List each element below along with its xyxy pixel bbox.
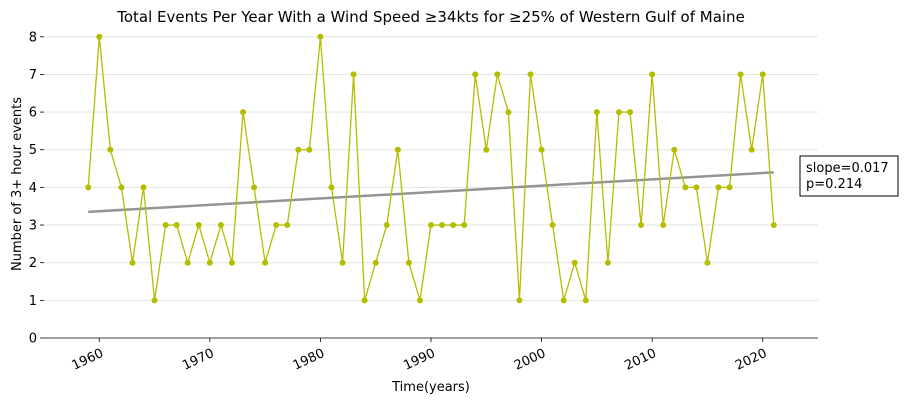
data-point: [615, 109, 622, 116]
data-point: [505, 109, 512, 116]
y-tick-label: 1: [29, 294, 37, 309]
y-axis-ticks: 0 1 2 3 4 5 6 7 8: [29, 30, 44, 347]
data-point: [726, 184, 733, 191]
y-tick-label: 3: [29, 219, 37, 234]
annotation-box: [799, 155, 899, 197]
data-point: [649, 71, 656, 78]
data-point: [195, 222, 202, 229]
data-point: [328, 184, 335, 191]
y-tick-label: 7: [29, 68, 37, 83]
data-point: [217, 222, 224, 229]
series-group: [85, 33, 777, 304]
data-point: [483, 146, 490, 153]
data-point: [184, 259, 191, 266]
data-point: [306, 146, 313, 153]
data-point: [428, 222, 434, 229]
data-point: [162, 222, 169, 229]
x-axis-label: Time(years): [391, 380, 470, 395]
y-tick-label: 6: [29, 106, 37, 121]
data-point: [748, 146, 755, 153]
x-tick-label: 1980: [291, 346, 327, 374]
data-point: [96, 33, 103, 40]
data-point: [582, 297, 589, 304]
y-tick-label: 2: [29, 256, 37, 271]
data-point: [560, 297, 567, 304]
data-point: [627, 109, 634, 116]
data-point: [439, 222, 446, 229]
data-point: [416, 297, 423, 304]
data-point: [693, 184, 700, 191]
data-point: [516, 297, 523, 304]
data-point: [350, 71, 357, 78]
x-tick-label: 1990: [401, 346, 437, 374]
y-tick-label: 8: [29, 30, 37, 45]
data-point: [759, 71, 766, 78]
data-point: [372, 259, 379, 266]
data-point: [273, 222, 280, 229]
trend-line: [88, 171, 774, 214]
data-point: [494, 71, 501, 78]
data-point: [704, 259, 711, 266]
data-point: [660, 222, 667, 229]
data-point: [737, 71, 744, 78]
data-point: [361, 297, 368, 304]
x-tick-label: 1970: [180, 346, 216, 374]
data-point: [461, 222, 468, 229]
y-tick-label: 0: [29, 332, 37, 347]
data-point: [383, 222, 390, 229]
annotation-slope: slope=0.017: [806, 161, 889, 176]
data-point: [450, 222, 457, 229]
x-tick-label: 2010: [623, 346, 659, 374]
x-tick-label: 1960: [70, 346, 106, 374]
data-point: [538, 146, 545, 153]
data-point: [593, 109, 600, 116]
data-point: [228, 259, 235, 266]
data-point: [206, 259, 213, 266]
data-point: [394, 146, 401, 153]
data-point: [604, 259, 611, 266]
x-tick-label: 2020: [733, 346, 769, 374]
x-tick-label: 2000: [512, 346, 548, 374]
data-point: [671, 146, 678, 153]
data-point: [262, 259, 269, 266]
data-point: [317, 33, 324, 40]
trend-line-group: [88, 171, 774, 214]
data-point: [251, 184, 258, 191]
data-point: [118, 184, 125, 191]
y-tick-label: 4: [29, 181, 37, 196]
data-point: [173, 222, 180, 229]
series-line: [87, 36, 775, 301]
annotation-p-value: p=0.214: [806, 177, 862, 192]
data-point: [151, 297, 158, 304]
data-point: [339, 259, 346, 266]
data-point: [240, 109, 247, 116]
data-point: [405, 259, 412, 266]
data-point: [129, 259, 136, 266]
data-point: [472, 71, 479, 78]
data-point: [549, 222, 556, 229]
stats-annotation: slope=0.017 p=0.214: [799, 155, 899, 197]
data-point: [770, 222, 777, 229]
y-axis-label: Number of 3+ hour events: [10, 97, 25, 271]
y-tick-label: 5: [29, 143, 37, 158]
data-point: [682, 184, 689, 191]
data-point: [715, 184, 722, 191]
data-point: [571, 259, 578, 266]
x-axis-ticks: 1960 1970 1980 1990 2000 2010 2020: [70, 338, 769, 374]
data-point: [295, 146, 302, 153]
data-point: [107, 146, 114, 153]
chart-title: Total Events Per Year With a Wind Speed …: [116, 8, 745, 26]
data-point: [85, 184, 92, 191]
data-point: [638, 222, 645, 229]
data-point: [140, 184, 147, 191]
data-point: [527, 71, 534, 78]
data-point: [284, 222, 291, 229]
